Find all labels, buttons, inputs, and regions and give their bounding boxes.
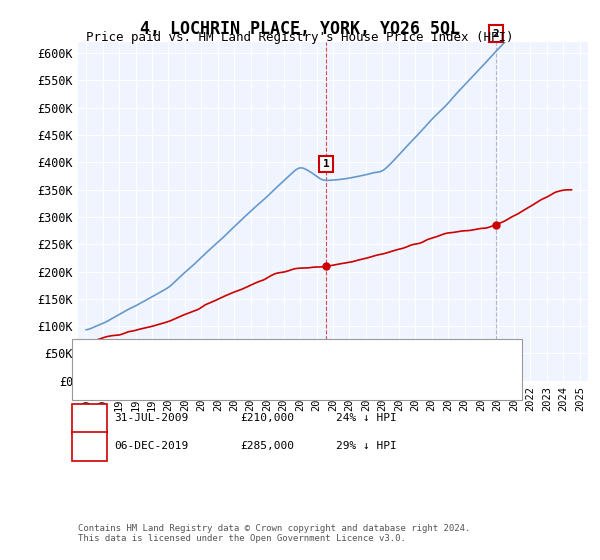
Text: 4, LOCHRIN PLACE, YORK, YO26 5QL: 4, LOCHRIN PLACE, YORK, YO26 5QL xyxy=(140,20,460,38)
Text: 1: 1 xyxy=(323,159,329,169)
Text: 1: 1 xyxy=(86,413,93,423)
Text: 4, LOCHRIN PLACE, YORK, YO26 5QL (detached house): 4, LOCHRIN PLACE, YORK, YO26 5QL (detach… xyxy=(141,353,447,363)
Text: £210,000: £210,000 xyxy=(240,413,294,423)
Text: Contains HM Land Registry data © Crown copyright and database right 2024.
This d: Contains HM Land Registry data © Crown c… xyxy=(78,524,470,543)
Text: 29% ↓ HPI: 29% ↓ HPI xyxy=(336,441,397,451)
Text: 2: 2 xyxy=(493,29,500,39)
Text: 2: 2 xyxy=(86,441,93,451)
Text: 24% ↓ HPI: 24% ↓ HPI xyxy=(336,413,397,423)
Text: Price paid vs. HM Land Registry's House Price Index (HPI): Price paid vs. HM Land Registry's House … xyxy=(86,31,514,44)
Text: ─────: ───── xyxy=(90,376,128,389)
Text: HPI: Average price, detached house, York: HPI: Average price, detached house, York xyxy=(141,377,391,387)
Text: 31-JUL-2009: 31-JUL-2009 xyxy=(114,413,188,423)
Text: 06-DEC-2019: 06-DEC-2019 xyxy=(114,441,188,451)
Text: £285,000: £285,000 xyxy=(240,441,294,451)
Text: ─────: ───── xyxy=(90,352,128,365)
